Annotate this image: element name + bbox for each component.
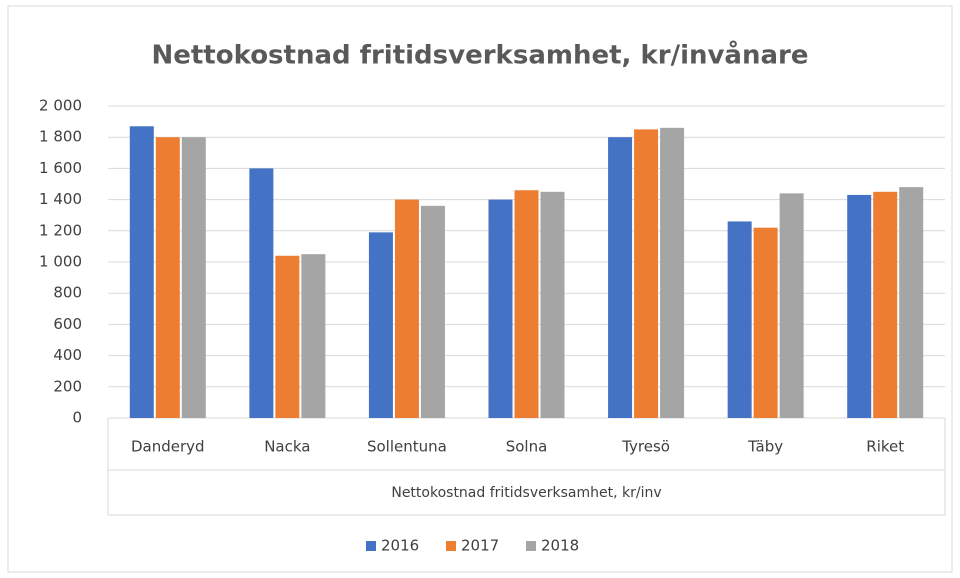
y-tick-label: 1 000 — [39, 253, 82, 271]
chart-title: Nettokostnad fritidsverksamhet, kr/invån… — [151, 39, 808, 71]
bar — [155, 137, 180, 418]
legend-label: 2016 — [381, 537, 419, 555]
y-tick-label: 200 — [53, 377, 82, 395]
x-tick-label: Nacka — [264, 438, 310, 456]
bar — [368, 232, 393, 418]
bar — [301, 254, 326, 418]
y-tick-label: 1 600 — [39, 159, 82, 177]
x-tick-label: Solna — [506, 438, 548, 456]
bar — [514, 190, 539, 418]
bar — [275, 255, 300, 418]
x-tick-label: Riket — [866, 438, 904, 456]
bar — [899, 187, 924, 418]
bar — [873, 191, 898, 418]
bar — [634, 129, 659, 418]
bar — [847, 194, 872, 418]
x-tick-label: Sollentuna — [367, 438, 447, 456]
bar — [608, 137, 633, 418]
y-tick-label: 800 — [53, 284, 82, 302]
x-tick-label: Tyresö — [621, 438, 670, 456]
legend-swatch — [526, 541, 536, 551]
bar — [249, 168, 274, 418]
bar — [420, 205, 445, 418]
y-tick-label: 0 — [72, 409, 82, 427]
bar — [129, 126, 154, 418]
y-tick-label: 400 — [53, 346, 82, 364]
x-axis-title: Nettokostnad fritidsverksamhet, kr/inv — [391, 485, 661, 501]
bar — [394, 199, 419, 418]
x-tick-label: Täby — [747, 438, 783, 456]
bar — [488, 199, 513, 418]
legend-swatch — [366, 541, 376, 551]
y-tick-label: 1 800 — [39, 128, 82, 146]
y-tick-label: 1 400 — [39, 190, 82, 208]
bar — [779, 193, 804, 418]
bar — [540, 191, 565, 418]
bar — [181, 137, 206, 418]
y-tick-label: 2 000 — [39, 97, 82, 115]
legend-swatch — [446, 541, 456, 551]
legend-label: 2017 — [461, 537, 499, 555]
y-tick-label: 600 — [53, 315, 82, 333]
legend-label: 2018 — [541, 537, 579, 555]
bar — [753, 227, 778, 418]
bar — [660, 127, 685, 418]
x-tick-label: Danderyd — [131, 438, 205, 456]
y-tick-label: 1 200 — [39, 221, 82, 239]
bar — [727, 221, 752, 418]
